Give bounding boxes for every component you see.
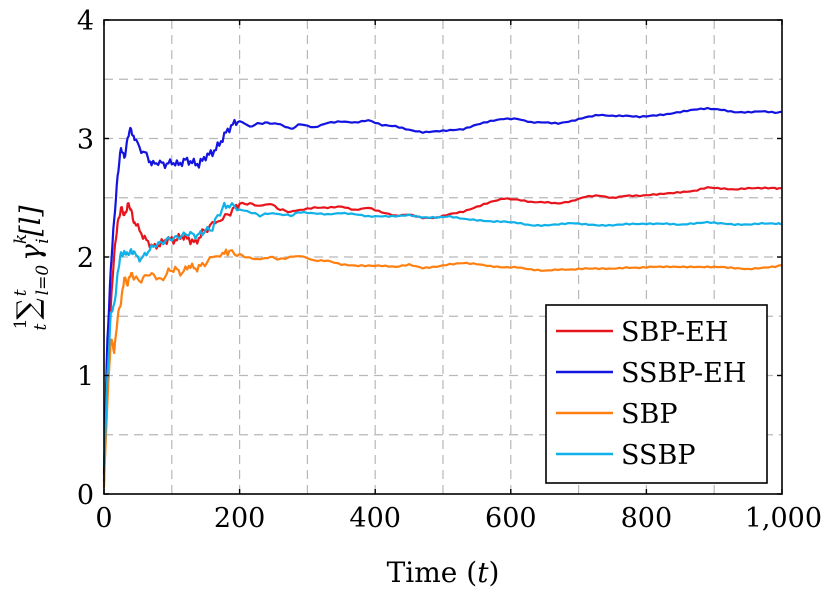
series-layer: [102, 106, 783, 488]
y-title-frac-den: t: [31, 323, 51, 330]
y-title-gamma: γ: [14, 244, 47, 261]
x-tick-label: 0: [95, 503, 112, 534]
y-title-sum-sup: t: [11, 289, 31, 296]
y-tick-label: 2: [77, 243, 94, 274]
y-axis-title: 1t∑t l=0γk i[l]: [11, 205, 53, 330]
y-title-sum: ∑: [11, 298, 46, 320]
y-tick-label: 0: [77, 480, 94, 511]
y-title-sum-sub: l=0: [33, 265, 53, 296]
x-tick-label: 400: [349, 503, 401, 534]
series-line-ssbp-eh: [102, 106, 783, 475]
series-line-sbp: [102, 248, 783, 488]
series-line-ssbp: [102, 201, 783, 467]
x-axis-title-word: Time: [387, 556, 458, 589]
x-tick-label: 1,000: [745, 503, 822, 534]
series-line-sbp-eh: [102, 186, 783, 483]
y-tick-label: 3: [77, 125, 94, 156]
y-title-gamma-sup: k: [11, 234, 31, 244]
y-tick-label: 1: [77, 362, 94, 393]
legend-label-sbp: SBP: [621, 399, 678, 430]
x-tick-label: 600: [485, 503, 537, 534]
legend-label-ssbp-eh: SSBP-EH: [621, 358, 746, 389]
legend-label-sbp-eh: SBP-EH: [621, 317, 728, 348]
y-title-frac-num: 1: [11, 318, 31, 329]
x-tick-label: 200: [214, 503, 266, 534]
legend: SBP-EH SSBP-EH SBP SSBP: [545, 304, 768, 484]
y-title-index: [l]: [14, 205, 47, 236]
x-axis-title: Time (t): [387, 556, 500, 589]
legend-label-ssbp: SSBP: [621, 440, 696, 471]
axis-ticks: 0 200 400 600 800 1,000 0 1 2 3 4: [77, 6, 822, 534]
y-title-gamma-sub: i: [33, 238, 53, 243]
x-tick-label: 800: [621, 503, 673, 534]
x-axis-title-var: t: [477, 556, 489, 589]
y-tick-label: 4: [77, 6, 94, 37]
